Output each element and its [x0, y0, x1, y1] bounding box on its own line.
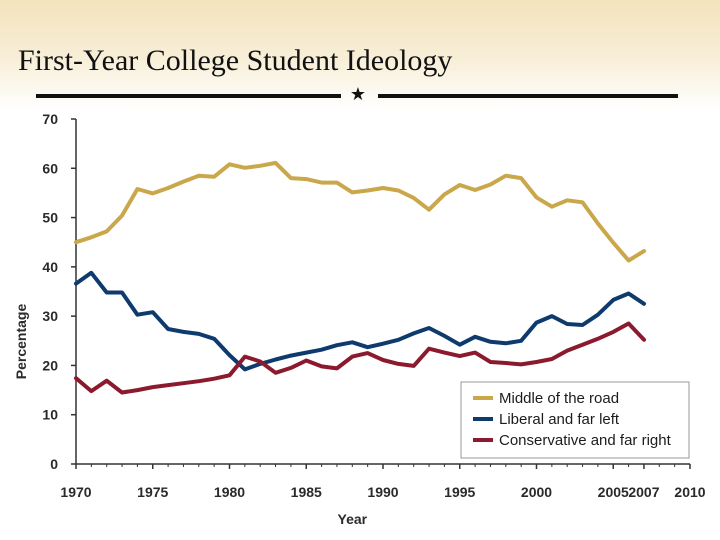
y-tick-label: 40 [42, 259, 58, 275]
slide-title: First-Year College Student Ideology [18, 44, 453, 77]
legend-box [460, 381, 690, 459]
series-line-2 [74, 270, 646, 372]
x-tick-label: 2000 [521, 484, 552, 500]
x-axis-label: Year [338, 511, 368, 527]
y-axis-label: Percentage [13, 304, 29, 380]
legend-label: Middle of the road [499, 390, 619, 407]
y-tick-label: 0 [50, 456, 58, 472]
x-tick-label: 1975 [137, 484, 168, 500]
title-rule-right [378, 94, 678, 98]
y-tick-label: 10 [42, 407, 58, 423]
x-tick-label: 1970 [60, 484, 91, 500]
y-tick-label: 30 [42, 308, 58, 324]
x-tick-label: 2005 [598, 484, 629, 500]
x-tick-label: 2007 [628, 484, 659, 500]
title-rule-left [36, 94, 341, 98]
x-tick-label: 1985 [291, 484, 322, 500]
chart-legend: Middle of the road Liberal and far left Co… [460, 381, 690, 459]
y-tick-label: 20 [42, 357, 58, 373]
legend-label: Liberal and far left [499, 411, 620, 428]
x-tick-label: 1995 [444, 484, 475, 500]
y-tick-label: 60 [42, 160, 58, 176]
y-tick-label: 50 [42, 210, 58, 226]
x-tick-label: 1990 [367, 484, 398, 500]
title-banner [0, 0, 720, 110]
x-tick-label: 2010 [674, 484, 705, 500]
x-tick-label: 1980 [214, 484, 245, 500]
chart-series [74, 160, 646, 395]
chart-axes: 0 10 20 30 40 50 60 70 1970 1975 1980 1985 1990 1995 2… [42, 111, 705, 500]
star-icon: ★ [349, 84, 367, 105]
y-tick-label: 70 [42, 111, 58, 127]
series-line-1 [74, 160, 646, 263]
series-line-3 [74, 321, 646, 395]
legend-label: Conservative and far right [499, 432, 672, 449]
